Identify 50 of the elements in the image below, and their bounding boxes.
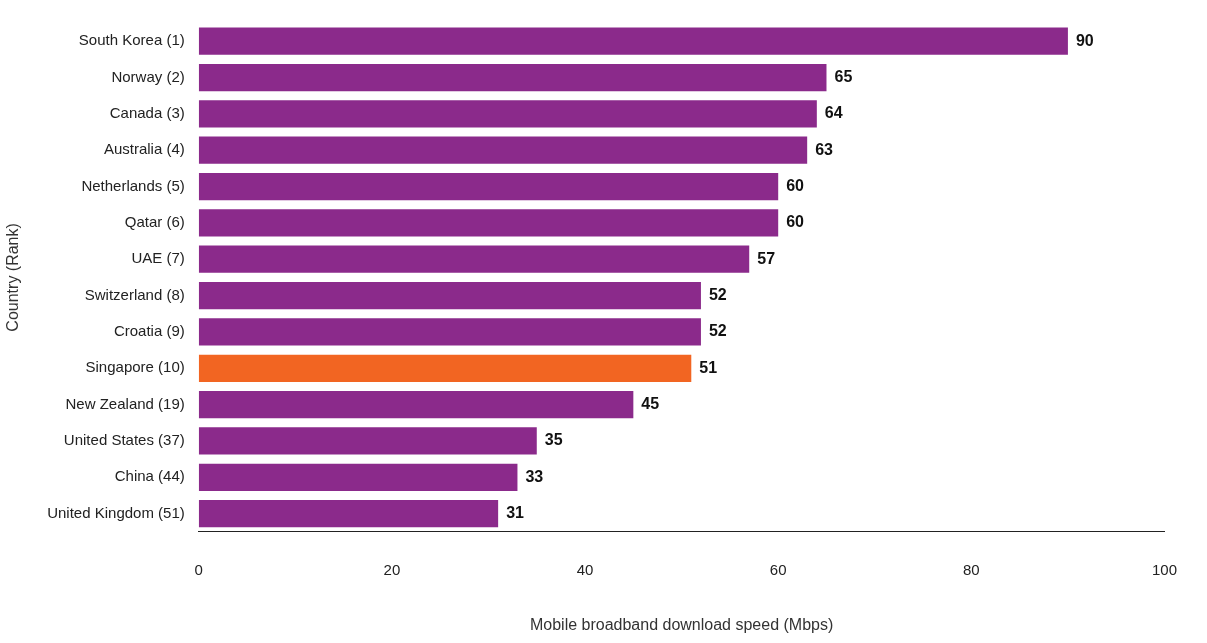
bar: [198, 172, 779, 201]
bar: [198, 209, 779, 237]
data-label: 64: [824, 104, 843, 122]
data-label: 90: [1075, 31, 1094, 49]
x-tick-label: 0: [194, 560, 203, 578]
bar: [198, 463, 518, 491]
y-tick-label: Netherlands (5): [81, 176, 185, 194]
data-label: 35: [544, 431, 563, 449]
bar: [198, 100, 817, 128]
x-tick-label: 80: [963, 560, 980, 578]
y-tick-label: Switzerland (8): [84, 285, 185, 303]
x-tick-label: 100: [1151, 560, 1177, 578]
bar: [198, 281, 701, 310]
bar: [198, 63, 827, 92]
bar: [198, 354, 692, 382]
y-tick-label: Norway (2): [111, 67, 185, 85]
bar: [198, 318, 701, 346]
y-tick-label: South Korea (1): [78, 31, 185, 49]
x-axis-title: Mobile broadband download speed (Mbps): [529, 615, 834, 633]
x-tick-label: 60: [769, 560, 787, 578]
y-tick-label: Croatia (9): [113, 322, 185, 340]
y-tick-label: New Zealand (19): [65, 394, 185, 412]
data-label: 52: [708, 285, 727, 303]
bar: [198, 136, 808, 164]
bar: [198, 500, 499, 528]
x-tick-label: 40: [576, 560, 594, 578]
y-tick-label: Canada (3): [109, 104, 185, 121]
bar: [198, 27, 1068, 55]
bar: [198, 245, 750, 273]
data-label: 51: [699, 358, 718, 376]
data-label: 57: [757, 249, 776, 267]
y-tick-label: Australia (4): [103, 140, 185, 158]
data-label: 65: [834, 67, 853, 85]
data-label: 60: [786, 213, 805, 231]
data-label: 52: [708, 322, 727, 340]
x-tick-label: 20: [383, 560, 401, 578]
bar: [198, 390, 634, 419]
y-axis-title: Country (Rank): [4, 223, 22, 332]
y-tick-label: Qatar (6): [124, 213, 185, 231]
data-label: 33: [525, 467, 544, 485]
y-tick-label: United Kingdom (51): [47, 503, 185, 521]
bar: [198, 427, 537, 455]
y-tick-label: Singapore (10): [85, 358, 185, 376]
data-label: 31: [506, 504, 525, 522]
y-tick-label: UAE (7): [131, 249, 185, 267]
data-label: 60: [786, 176, 805, 194]
data-label: 45: [641, 395, 660, 413]
y-tick-label: China (44): [114, 467, 185, 485]
y-tick-label: United States (37): [63, 431, 185, 449]
data-label: 63: [815, 140, 834, 158]
